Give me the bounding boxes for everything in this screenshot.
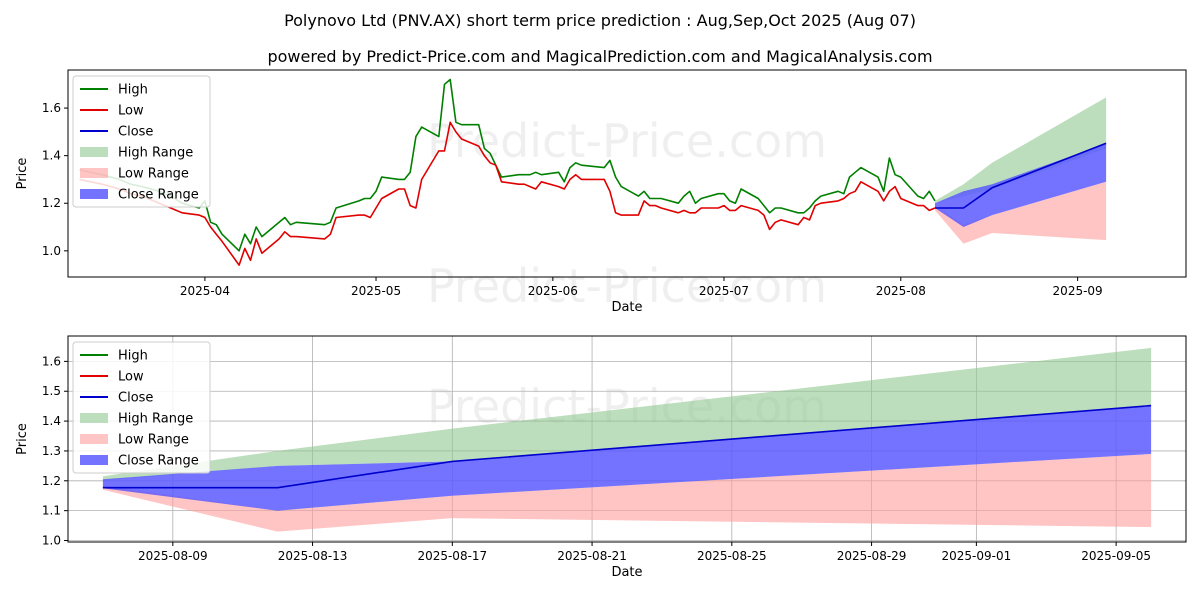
- legend-label: Close Range: [118, 188, 199, 203]
- legend-label: Low: [118, 370, 144, 385]
- close-range-band: [102, 406, 1152, 511]
- y-tick-label: 1.0: [42, 244, 61, 258]
- x-tick-label: 2025-07: [699, 284, 749, 298]
- close-series-line: [102, 404, 1152, 489]
- close-range-band: [935, 143, 1107, 227]
- legend-swatch-close-range: [80, 189, 108, 199]
- high-range-band: [935, 97, 1107, 204]
- low-range-band: [102, 453, 1152, 532]
- x-tick-label: 2025-09-01: [942, 549, 1012, 563]
- y-tick-label: 1.2: [42, 474, 61, 488]
- y-tick-label: 1.6: [42, 101, 61, 115]
- axes-frame: [67, 69, 1187, 278]
- plot-area: [79, 78, 1107, 266]
- legend-label: High: [118, 83, 148, 98]
- close-series-line: [935, 142, 1107, 209]
- low-range-band: [935, 181, 1107, 244]
- y-tick-label: 1.4: [42, 414, 61, 428]
- high-range-band: [102, 347, 1152, 481]
- high-series-line: [79, 78, 936, 252]
- x-tick-label: 2025-08-21: [557, 549, 627, 563]
- legend-label: Close Range: [118, 454, 199, 469]
- legend-label: Close: [118, 125, 153, 140]
- top-panel: Predict-Price.comPredict-Price.com2025-0…: [15, 69, 1187, 315]
- y-tick-label: 1.0: [42, 534, 61, 548]
- legend-label: Low: [118, 104, 144, 119]
- y-tick-label: 1.4: [42, 149, 61, 163]
- x-tick-label: 2025-06: [528, 284, 578, 298]
- chart-subtitle: powered by Predict-Price.com and Magical…: [267, 47, 932, 66]
- legend-swatch-close-range: [80, 455, 108, 465]
- x-tick-label: 2025-08-13: [278, 549, 348, 563]
- plot-area: [102, 347, 1152, 532]
- legend-swatch-high-range: [80, 413, 108, 423]
- legend-swatch-low-range: [80, 434, 108, 444]
- legend: High Low Close High Range Low Range Close Ran…: [72, 75, 211, 208]
- y-tick-label: 1.6: [42, 354, 61, 368]
- x-tick-label: 2025-04: [180, 284, 230, 298]
- y-tick-label: 1.5: [42, 384, 61, 398]
- x-tick-label: 2025-08-29: [837, 549, 907, 563]
- legend-label: High Range: [118, 146, 193, 161]
- x-tick-label: 2025-09: [1053, 284, 1103, 298]
- x-tick-label: 2025-08-17: [417, 549, 487, 563]
- x-axis-label: Date: [611, 300, 642, 315]
- legend-label: Close: [118, 391, 153, 406]
- y-tick-label: 1.1: [42, 504, 61, 518]
- legend-label: Low Range: [118, 433, 189, 448]
- low-series-line: [79, 121, 936, 266]
- x-tick-label: 2025-08-25: [697, 549, 767, 563]
- legend-swatch-high-range: [80, 147, 108, 157]
- y-axis-label: Price: [15, 158, 30, 190]
- x-tick-label: 2025-08: [876, 284, 926, 298]
- legend-label: High Range: [118, 412, 193, 427]
- legend: High Low Close High Range Low Range Close Ran…: [72, 341, 211, 474]
- x-axis-label: Date: [611, 565, 642, 580]
- x-tick-label: 2025-09-05: [1081, 549, 1151, 563]
- legend-label: High: [118, 349, 148, 364]
- y-tick-label: 1.2: [42, 196, 61, 210]
- axes-frame: [67, 335, 1187, 543]
- watermark-text: Predict-Price.com: [427, 259, 827, 313]
- x-tick-label: 2025-08-09: [138, 549, 208, 563]
- chart-title: Polynovo Ltd (PNV.AX) short term price p…: [284, 11, 916, 30]
- x-tick-label: 2025-05: [351, 284, 401, 298]
- y-tick-label: 1.3: [42, 444, 61, 458]
- legend-swatch-low-range: [80, 168, 108, 178]
- y-axis-label: Price: [15, 423, 30, 455]
- legend-label: Low Range: [118, 167, 189, 182]
